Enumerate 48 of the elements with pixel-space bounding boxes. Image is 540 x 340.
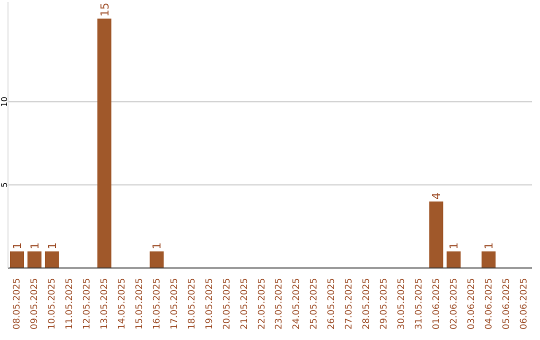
bar [97,18,112,268]
x-tick-label: 21.05.2025 [240,278,250,330]
bar [44,251,59,268]
bar [482,251,496,268]
data-label: 1 [46,242,59,250]
bar [27,251,42,268]
bar [150,251,164,268]
x-tick-label: 17.05.2025 [170,278,180,330]
x-tick-label: 25.05.2025 [310,278,320,330]
x-tick-label: 29.05.2025 [380,278,390,330]
data-label: 1 [448,242,461,250]
x-tick-label: 12.05.2025 [82,278,93,330]
data-label: 1 [28,242,42,250]
x-tick-label: 02.06.2025 [449,278,460,330]
x-tick-label: 22.05.2025 [257,278,268,330]
x-tick-label: 06.06.2025 [519,278,530,330]
x-tick-label: 01.06.2025 [432,278,442,330]
data-label: 4 [430,192,444,200]
data-label: 15 [98,2,112,17]
data-label: 1 [11,242,24,250]
x-tick-label: 28.05.2025 [362,278,372,330]
x-tick-label: 26.05.2025 [327,278,338,330]
x-tick-label: 08.05.2025 [12,278,23,330]
data-label: 1 [482,242,496,250]
x-tick-label: 27.05.2025 [344,278,355,330]
x-tick-label: 13.05.2025 [100,278,110,330]
data-label: 1 [150,242,164,250]
x-tick-label: 20.05.2025 [222,278,232,330]
x-tick-label: 03.06.2025 [466,278,477,330]
x-tick-label: 19.05.2025 [204,278,215,330]
x-tick-label: 16.05.2025 [152,278,162,330]
x-tick-label: 18.05.2025 [187,278,198,330]
x-tick-label: 23.05.2025 [274,278,285,330]
x-tick-label: 10.05.2025 [48,278,58,330]
x-tick-label: 05.06.2025 [502,278,512,330]
x-tick-label: 09.05.2025 [30,278,40,330]
x-tick-label: 11.05.2025 [65,278,76,330]
x-tick-label: 24.05.2025 [292,278,302,330]
bar [446,251,461,268]
x-tick-label: 15.05.2025 [135,278,145,330]
x-tick-label: 04.06.2025 [484,278,494,330]
x-tick-label: 31.05.2025 [414,278,424,330]
x-tick-label: 14.05.2025 [118,278,128,330]
y-tick-label: 10 [0,96,9,107]
x-tick-label: 30.05.2025 [397,278,407,330]
y-tick-label: 5 [0,182,9,188]
bar [429,202,444,268]
bar [10,251,24,268]
